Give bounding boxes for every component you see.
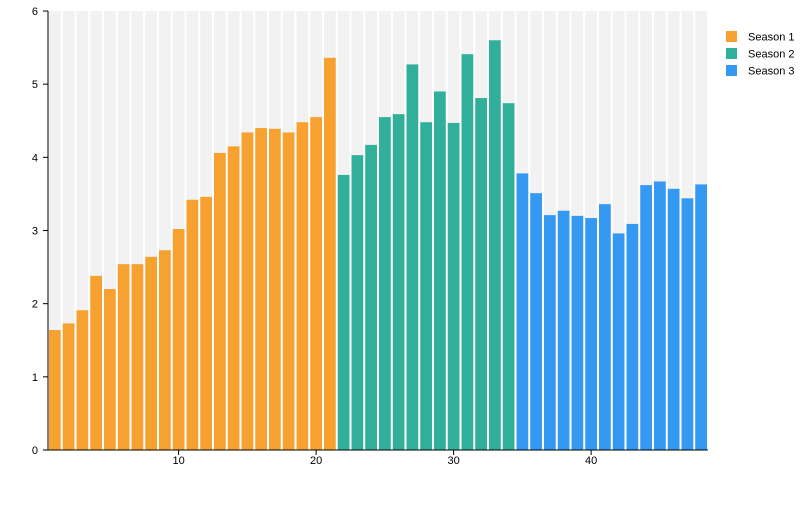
background-bar	[117, 11, 130, 450]
background-bar	[131, 11, 144, 450]
bar-season-3-ep-42[interactable]	[612, 233, 625, 450]
y-tick-label: 3	[32, 226, 38, 238]
bar-season-3-ep-47[interactable]	[681, 198, 694, 450]
bar-season-3-ep-46[interactable]	[667, 188, 680, 451]
background-bar	[145, 11, 157, 450]
bar-season-3-ep-35[interactable]	[516, 173, 529, 450]
x-tick-label: 30	[448, 455, 460, 467]
y-tick-label: 6	[32, 6, 38, 18]
bar-season-1-ep-10[interactable]	[172, 229, 185, 450]
bar-season-3-ep-45[interactable]	[654, 181, 666, 450]
bar-season-2-ep-33[interactable]	[489, 40, 501, 451]
bar-season-3-ep-38[interactable]	[557, 210, 570, 450]
y-tick-label: 2	[32, 299, 38, 311]
bar-season-2-ep-34[interactable]	[502, 103, 515, 450]
bar-season-2-ep-22[interactable]	[337, 174, 350, 451]
bar-season-1-ep-6[interactable]	[117, 264, 130, 450]
background-bar	[104, 11, 116, 450]
data-bars	[49, 40, 707, 451]
x-tick-label: 20	[310, 455, 322, 467]
bar-season-3-ep-43[interactable]	[626, 223, 639, 450]
background-bar	[90, 11, 102, 450]
x-tick-label: 40	[585, 455, 597, 467]
bar-season-1-ep-1[interactable]	[49, 330, 61, 450]
y-tick-label: 0	[32, 445, 38, 457]
bar-season-2-ep-30[interactable]	[447, 122, 460, 450]
bar-season-2-ep-23[interactable]	[351, 155, 364, 450]
background-bar	[612, 11, 625, 450]
bar-season-1-ep-7[interactable]	[131, 264, 144, 450]
bar-season-1-ep-4[interactable]	[90, 275, 102, 450]
bar-season-1-ep-16[interactable]	[255, 128, 267, 451]
bar-season-1-ep-14[interactable]	[227, 146, 240, 450]
bar-season-2-ep-24[interactable]	[365, 144, 377, 450]
bar-season-3-ep-48[interactable]	[695, 184, 707, 450]
bar-season-2-ep-28[interactable]	[420, 122, 432, 451]
bar-season-3-ep-44[interactable]	[640, 185, 652, 451]
bar-season-3-ep-41[interactable]	[599, 204, 611, 450]
background-bar	[62, 11, 75, 450]
bar-season-1-ep-20[interactable]	[310, 117, 322, 450]
bar-season-1-ep-19[interactable]	[296, 122, 309, 451]
bar-season-1-ep-9[interactable]	[159, 250, 171, 450]
bar-season-3-ep-37[interactable]	[544, 215, 556, 450]
legend-label: Season 2	[748, 49, 794, 61]
background-bar	[159, 11, 171, 450]
bar-season-2-ep-29[interactable]	[434, 91, 446, 450]
legend-label: Season 1	[748, 32, 794, 44]
legend: Season 1 Season 2 Season 3	[726, 31, 794, 78]
y-tick-label: 4	[32, 152, 38, 164]
background-bar	[76, 11, 89, 450]
y-tick-label: 5	[32, 79, 38, 91]
legend-swatch	[726, 65, 737, 76]
bar-season-1-ep-11[interactable]	[186, 199, 199, 450]
bar-season-1-ep-2[interactable]	[62, 323, 75, 450]
background-bar	[49, 11, 61, 450]
bar-season-1-ep-18[interactable]	[282, 132, 295, 450]
x-tick-label: 10	[173, 455, 185, 467]
bar-season-1-ep-3[interactable]	[76, 310, 89, 450]
bar-season-2-ep-26[interactable]	[392, 114, 405, 450]
bar-season-1-ep-5[interactable]	[104, 289, 116, 450]
bar-season-2-ep-25[interactable]	[379, 117, 391, 450]
bar-season-2-ep-27[interactable]	[406, 64, 419, 450]
axes: 0 1 2 3 4 5 6 10 20 30 40	[32, 6, 708, 467]
bar-season-2-ep-31[interactable]	[461, 54, 474, 450]
bar-season-3-ep-40[interactable]	[585, 218, 597, 450]
bar-season-1-ep-12[interactable]	[200, 196, 212, 450]
bar-season-2-ep-32[interactable]	[475, 98, 487, 451]
legend-swatch	[726, 31, 737, 42]
bar-season-1-ep-8[interactable]	[145, 256, 157, 450]
bar-season-1-ep-15[interactable]	[241, 132, 254, 450]
y-tick-label: 1	[32, 372, 38, 384]
legend-swatch	[726, 48, 737, 59]
legend-label: Season 3	[748, 66, 794, 78]
bar-season-3-ep-39[interactable]	[571, 215, 584, 450]
bar-season-1-ep-13[interactable]	[214, 152, 226, 450]
bar-season-1-ep-21[interactable]	[324, 57, 336, 451]
bar-season-1-ep-17[interactable]	[269, 128, 281, 450]
bar-season-3-ep-36[interactable]	[530, 193, 542, 450]
